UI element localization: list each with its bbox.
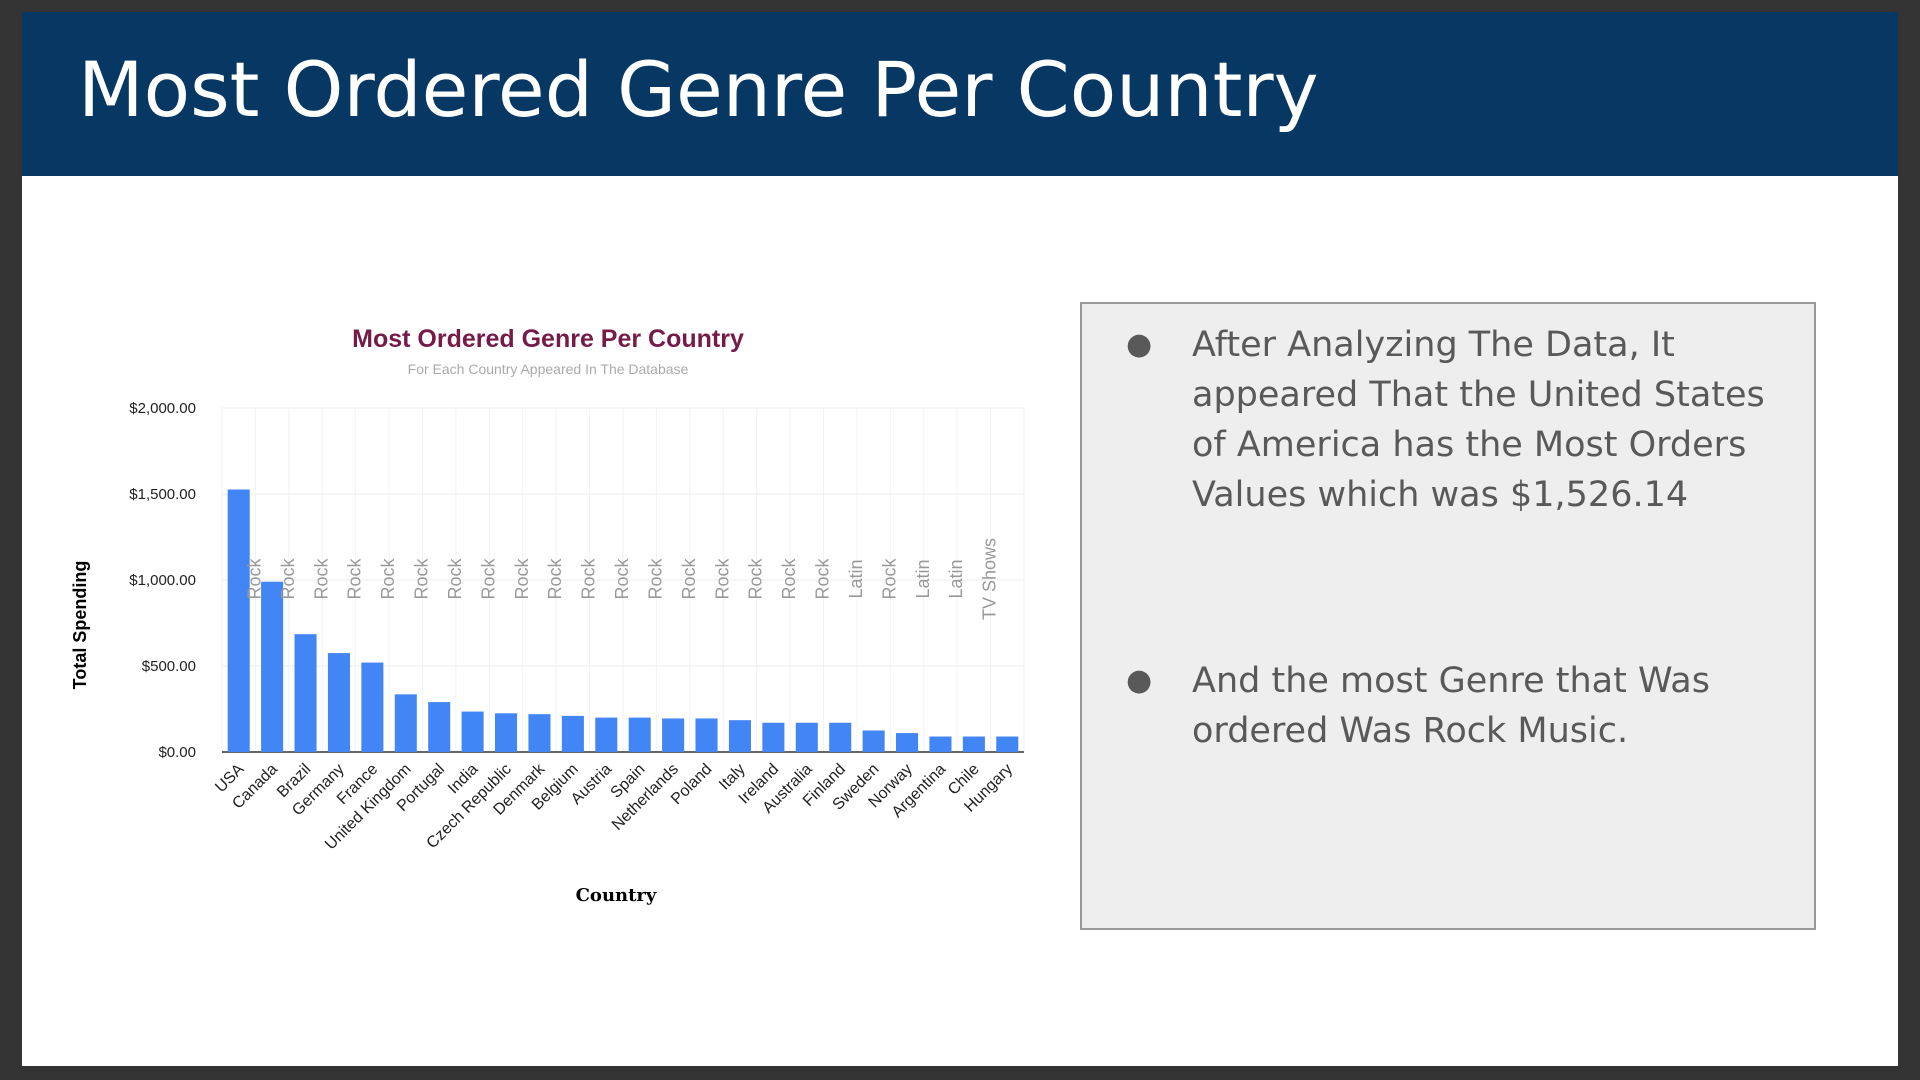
genre-annotation: Rock <box>311 557 331 599</box>
bullet-icon: ● <box>1126 663 1153 698</box>
genre-annotation: Rock <box>412 557 432 599</box>
bar-india <box>461 711 484 752</box>
genre-annotation: Rock <box>512 557 532 599</box>
genre-annotation: TV Shows <box>980 538 1000 620</box>
bar-netherlands <box>662 718 685 752</box>
slide-header: Most Ordered Genre Per Country <box>22 12 1898 176</box>
chart-title: Most Ordered Genre Per Country <box>352 325 744 353</box>
bar-chile <box>962 736 985 752</box>
x-axis-title: Country <box>576 885 657 906</box>
genre-annotation: Rock <box>378 557 398 599</box>
genre-annotation: Rock <box>813 557 833 599</box>
genre-annotation: Rock <box>345 557 365 599</box>
genre-annotation: Rock <box>746 557 766 599</box>
bullet-icon: ● <box>1126 327 1153 362</box>
genre-annotation: Latin <box>846 559 866 598</box>
y-tick-label: $1,000.00 <box>129 572 196 589</box>
y-tick-label: $0.00 <box>158 744 196 761</box>
genre-annotation: Rock <box>244 557 264 599</box>
bar-czech-republic <box>495 713 518 752</box>
genre-annotation: Rock <box>478 557 498 599</box>
genre-annotation: Rock <box>545 557 565 599</box>
genre-annotation: Rock <box>679 557 699 599</box>
genre-annotation: Rock <box>779 557 799 599</box>
bar-spain <box>628 717 651 752</box>
chart-annotations: Rock Rock Rock Rock Rock Rock Rock Rock Rock Rock… <box>244 538 999 620</box>
bar-denmark <box>528 714 551 752</box>
genre-annotation: Latin <box>946 559 966 598</box>
bar-argentina <box>929 736 952 752</box>
bar-sweden <box>862 730 885 752</box>
slide: Most Ordered Genre Per Country Rock Rock R… <box>22 12 1898 1066</box>
bar-ireland <box>762 722 785 752</box>
bar-hungary <box>996 736 1019 752</box>
chart-bars <box>227 489 1019 752</box>
bar-norway <box>896 733 919 752</box>
bar-united-kingdom <box>394 694 417 752</box>
notes-box: ● After Analyzing The Data, It appeared … <box>1080 302 1816 930</box>
bar-italy <box>728 720 751 752</box>
bar-portugal <box>428 702 451 752</box>
bar-belgium <box>561 715 584 752</box>
genre-annotation: Rock <box>712 557 732 599</box>
bar-australia <box>795 722 818 752</box>
genre-annotation: Latin <box>913 559 933 598</box>
chart-subtitle: For Each Country Appeared In The Databas… <box>408 361 689 377</box>
bar-brazil <box>294 634 317 752</box>
bar-germany <box>327 653 350 752</box>
bar-austria <box>595 717 618 752</box>
y-tick-label: $500.00 <box>142 658 196 675</box>
genre-annotation: Rock <box>579 557 599 599</box>
y-tick-label: $1,500.00 <box>129 486 196 503</box>
genre-annotation: Rock <box>445 557 465 599</box>
bar-chart: Rock Rock Rock Rock Rock Rock Rock Rock Rock Rock… <box>70 325 1025 906</box>
genre-annotation: Rock <box>278 557 298 599</box>
note-text: After Analyzing The Data, It appeared Th… <box>1192 325 1765 515</box>
chart-gridlines <box>221 407 1025 753</box>
y-axis-title: Total Spending <box>70 561 90 690</box>
bar-finland <box>829 722 852 752</box>
bar-poland <box>695 718 718 752</box>
y-tick-label: $2,000.00 <box>129 400 196 417</box>
y-tick-labels: $0.00 $500.00 $1,000.00 $1,500.00 $2,000.00 <box>129 400 196 761</box>
genre-annotation: Rock <box>612 557 632 599</box>
bar-canada <box>261 581 284 752</box>
genre-annotation: Rock <box>645 557 665 599</box>
slide-title: Most Ordered Genre Per Country <box>78 45 1319 134</box>
note-text: And the most Genre that Was ordered Was … <box>1192 661 1710 751</box>
bar-usa <box>227 489 250 752</box>
genre-annotation: Rock <box>879 557 899 599</box>
bar-france <box>361 662 384 752</box>
